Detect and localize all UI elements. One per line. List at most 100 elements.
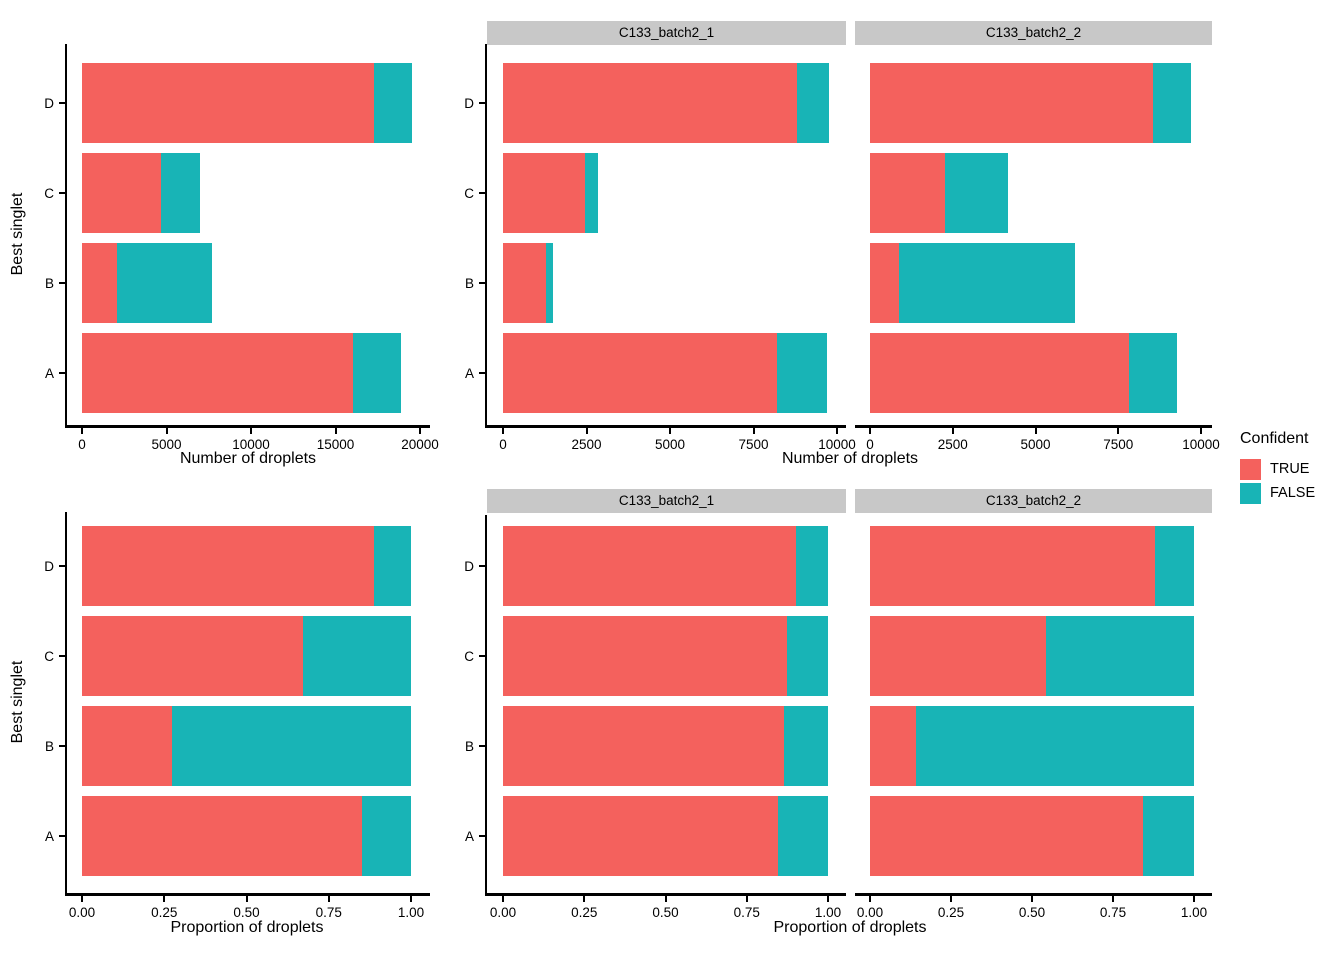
bar-segment-true-a	[503, 333, 777, 413]
x-tick-label: 0.00	[68, 904, 96, 920]
bar-segment-false-b	[171, 706, 411, 786]
bar-segment-false-b	[899, 243, 1076, 323]
x-axis-tick	[664, 895, 667, 902]
x-axis-tick	[869, 427, 871, 434]
y-axis-tick	[58, 745, 65, 747]
x-tick-label: 20000	[401, 436, 439, 452]
x-axis-title-prop-facets: Proportion of droplets	[773, 919, 927, 936]
bar-segment-true-c	[503, 616, 787, 696]
bar-segment-false-a	[776, 333, 827, 413]
x-tick-label: 1.00	[1180, 904, 1208, 920]
x-axis-tick	[745, 895, 748, 902]
bar-segment-false-b	[117, 243, 213, 323]
bar-segment-true-c	[870, 616, 1047, 696]
x-axis-tick	[827, 895, 829, 902]
x-tick-label: 0.00	[489, 904, 517, 920]
y-category-label: B	[44, 738, 54, 754]
x-tick-label: 0	[499, 436, 507, 452]
y-axis-title-count: Best singlet	[9, 192, 26, 276]
x-tick-label: 0.75	[315, 904, 342, 920]
x-axis-tick	[951, 427, 954, 434]
x-tick-label: 10000	[818, 436, 856, 452]
x-axis-tick	[334, 427, 337, 434]
bar-segment-false-a	[777, 796, 828, 876]
y-category-label: D	[44, 558, 54, 574]
x-axis-title-count-all: Number of droplets	[179, 450, 317, 467]
y-axis-tick	[58, 835, 65, 837]
facet-strip-label: C133_batch2_2	[985, 25, 1082, 41]
bar-segment-false-d	[1153, 63, 1192, 143]
y-category-label: D	[464, 558, 474, 574]
x-tick-label: 0.50	[652, 904, 679, 920]
x-tick-label: 15000	[316, 436, 355, 452]
y-axis-line	[484, 44, 487, 425]
legend-entry-true: TRUE	[1240, 457, 1315, 481]
bar-segment-true-d	[503, 63, 797, 143]
x-tick-label: 1.00	[814, 904, 842, 920]
bar-segment-true-d	[503, 526, 797, 606]
x-axis-tick	[81, 895, 83, 902]
x-tick-label: 5000	[654, 436, 686, 452]
x-tick-label: 0.25	[151, 904, 178, 920]
x-axis-line	[855, 893, 1212, 896]
legend-label-true: TRUE	[1270, 460, 1310, 477]
bar-segment-false-a	[1129, 333, 1178, 413]
x-tick-label: 2500	[937, 436, 968, 452]
y-axis-tick	[478, 282, 485, 284]
bar-segment-true-b	[82, 706, 172, 786]
bar-segment-false-a	[361, 796, 411, 876]
x-axis-tick	[502, 427, 504, 434]
bar-segment-true-c	[82, 616, 303, 696]
bar-segment-true-a	[82, 796, 362, 876]
x-axis-tick	[585, 427, 588, 434]
y-axis-tick	[478, 745, 485, 747]
x-tick-label: 10000	[232, 436, 270, 452]
legend-swatch-true-icon	[1240, 458, 1261, 480]
x-axis-tick	[502, 895, 504, 902]
bar-segment-false-d	[1155, 526, 1194, 606]
legend-title: Confident	[1240, 430, 1309, 447]
y-axis-line	[484, 515, 487, 893]
x-tick-label: 0.50	[1018, 904, 1046, 920]
legend-entry-false: FALSE	[1240, 481, 1315, 505]
bar-segment-true-d	[870, 526, 1156, 606]
x-axis-tick	[1117, 427, 1120, 434]
x-tick-label: 7500	[1103, 436, 1134, 452]
y-axis-tick	[58, 372, 65, 374]
x-axis-tick	[1112, 895, 1114, 902]
facet-strip-label: C133_batch2_1	[618, 493, 715, 509]
x-axis-tick	[327, 895, 330, 902]
y-category-label: B	[464, 738, 474, 754]
bar-segment-true-a	[870, 333, 1130, 413]
y-axis-line	[64, 44, 67, 425]
bar-segment-true-c	[870, 153, 946, 233]
bar-segment-false-c	[585, 153, 598, 233]
bar-segment-true-c	[82, 153, 162, 233]
bar-segment-false-c	[945, 153, 1008, 233]
x-axis-tick	[1200, 427, 1202, 434]
x-tick-label: 5000	[1020, 436, 1051, 452]
y-category-label: A	[464, 365, 474, 381]
bar-segment-true-b	[503, 243, 547, 323]
bar-segment-false-b	[546, 243, 554, 323]
x-axis-tick	[583, 895, 586, 902]
x-axis-tick	[245, 895, 248, 902]
facet-strip-prop-batch2: C133_batch2_2	[855, 489, 1212, 513]
bar-segment-true-b	[82, 243, 118, 323]
x-tick-label: 2500	[571, 436, 602, 452]
bar-segment-true-a	[82, 333, 354, 413]
y-axis-tick	[58, 282, 65, 284]
x-axis-title-prop-all: Proportion of droplets	[170, 919, 324, 936]
y-category-label: C	[44, 185, 54, 201]
y-category-label: A	[44, 365, 54, 381]
facet-strip-label: C133_batch2_2	[985, 493, 1082, 509]
facet-strip-label: C133_batch2_1	[618, 25, 715, 41]
x-tick-label: 0.50	[233, 904, 260, 920]
x-tick-label: 10000	[1182, 436, 1220, 452]
y-category-label: C	[44, 648, 54, 664]
bar-segment-false-c	[302, 616, 411, 696]
legend: Confident TRUE FALSE	[1240, 430, 1315, 505]
x-axis-tick	[950, 895, 952, 902]
y-axis-tick	[478, 372, 485, 374]
